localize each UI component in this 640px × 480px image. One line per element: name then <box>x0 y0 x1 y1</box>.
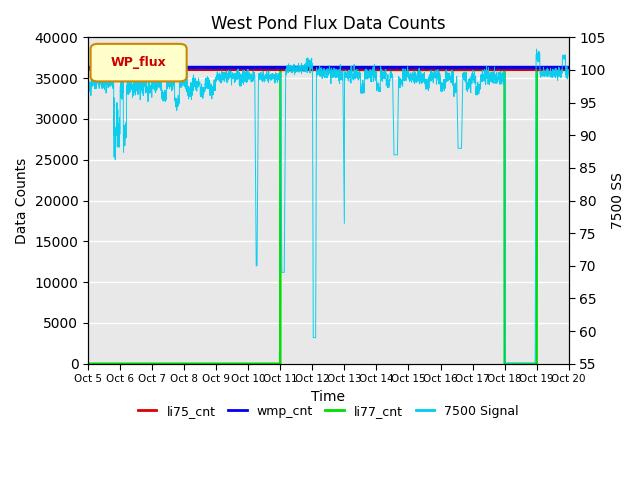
Legend: li75_cnt, wmp_cnt, li77_cnt, 7500 Signal: li75_cnt, wmp_cnt, li77_cnt, 7500 Signal <box>132 400 524 423</box>
FancyBboxPatch shape <box>90 44 187 82</box>
Text: WP_flux: WP_flux <box>111 56 166 69</box>
X-axis label: Time: Time <box>312 390 346 404</box>
Y-axis label: 7500 SS: 7500 SS <box>611 172 625 229</box>
Y-axis label: Data Counts: Data Counts <box>15 157 29 244</box>
Title: West Pond Flux Data Counts: West Pond Flux Data Counts <box>211 15 445 33</box>
